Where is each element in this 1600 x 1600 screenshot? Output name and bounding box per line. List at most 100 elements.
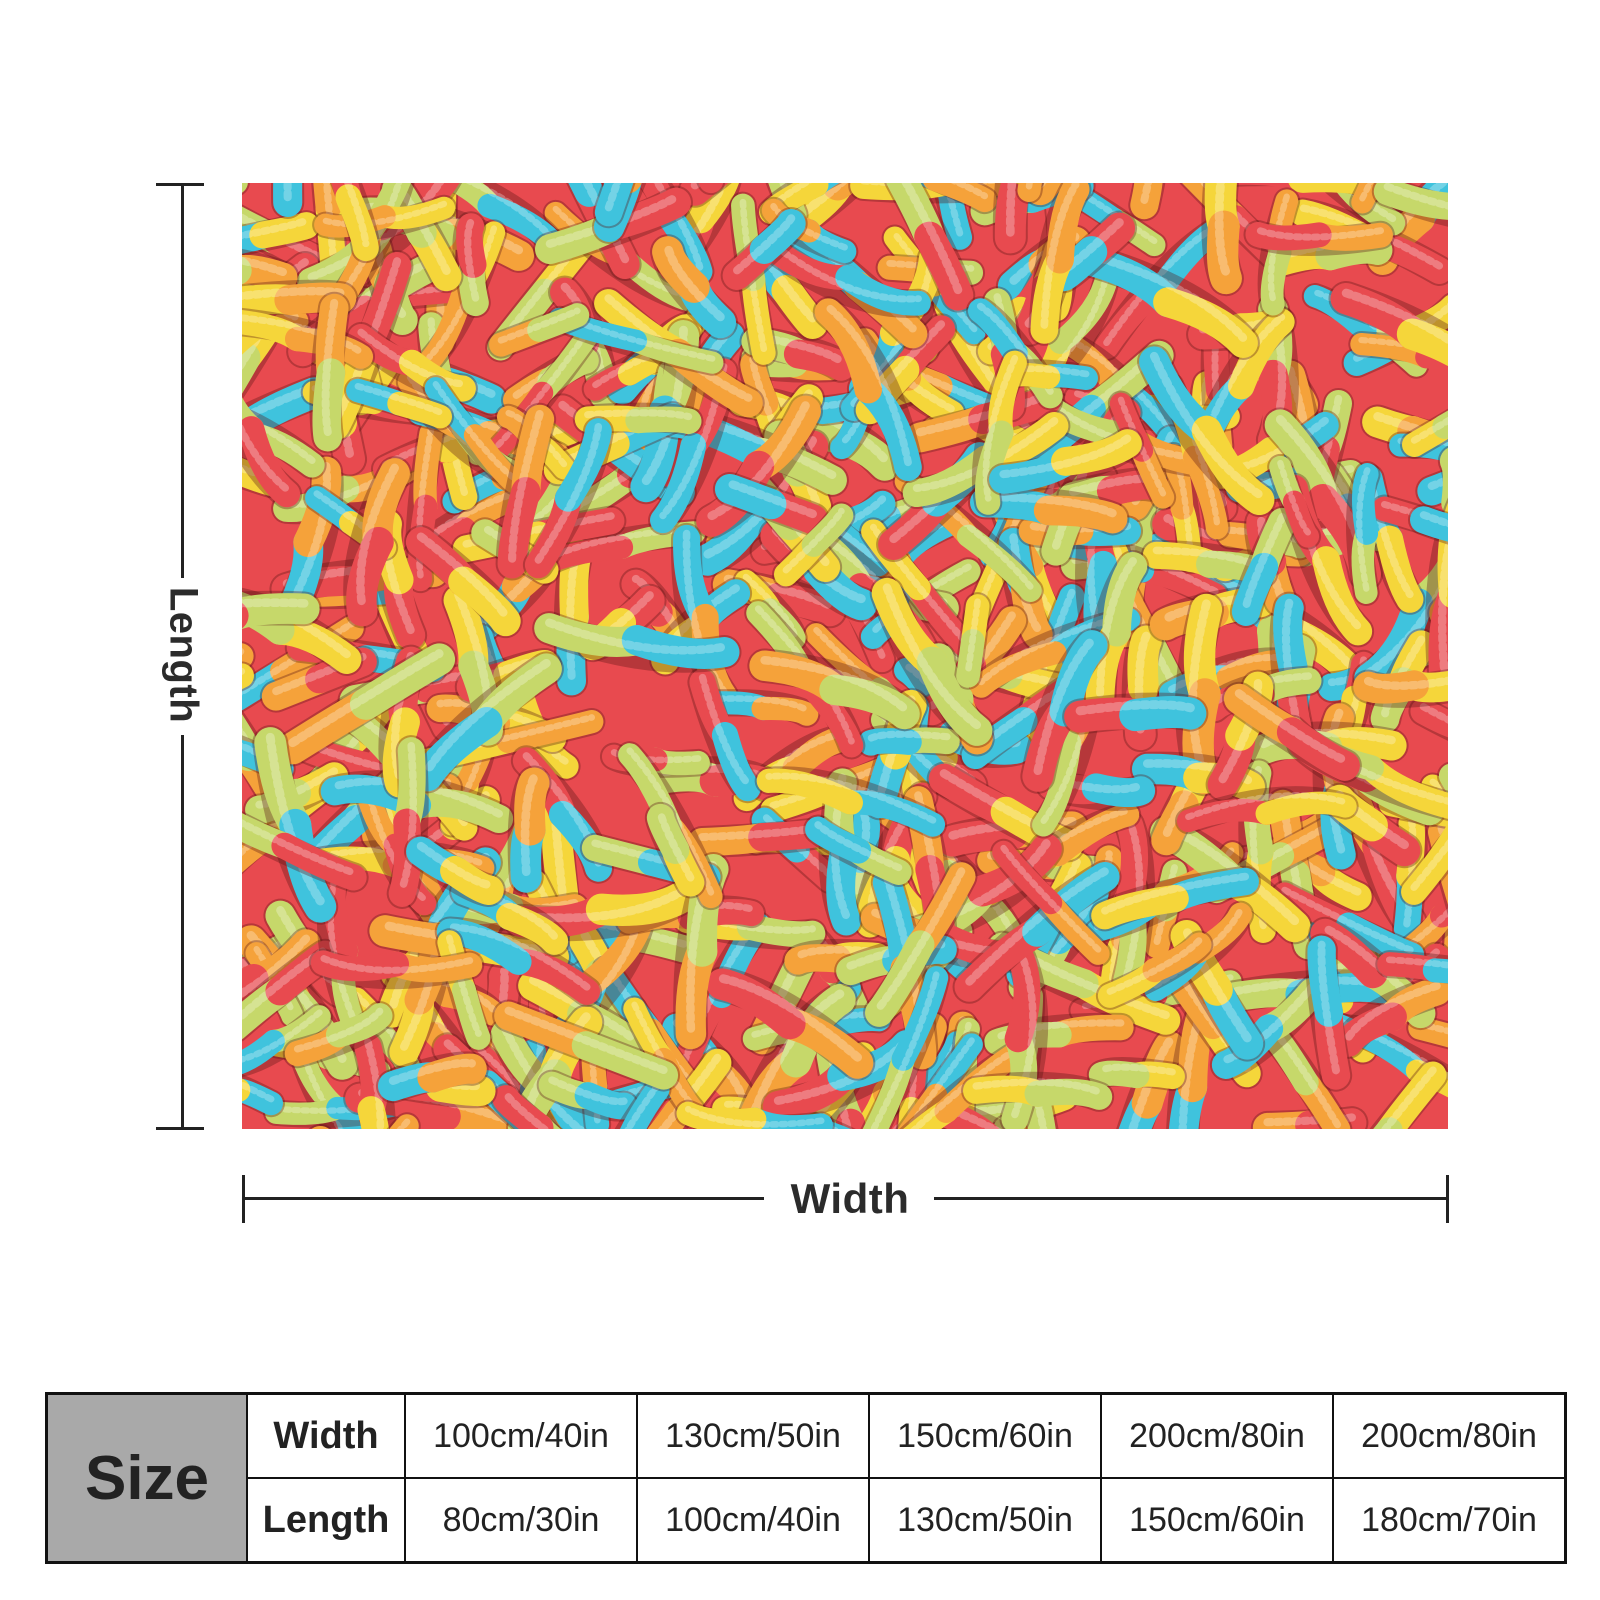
gummy-worm-segment [1091,884,1189,930]
worm-sugar-highlight [747,989,845,1123]
gummy-worm-segment [310,950,410,982]
worm-sugar-highlight [1410,839,1448,891]
worm-sugar-highlight [242,423,291,493]
gummy-worm-segment [1024,183,1066,206]
gummy-worm-segment [411,706,503,792]
worm-sugar-highlight [1123,816,1144,980]
worm-sugar-highlight [656,808,695,882]
worm-sugar-highlight [364,1038,385,1129]
gummy-worm-segment [417,1053,487,1093]
worm-sugar-highlight [432,381,518,482]
gummy-worm-segment [1153,287,1258,358]
worm-sugar-highlight [504,1006,668,1075]
worm-sugar-highlight [1185,792,1349,821]
worm-sugar-highlight [502,1090,551,1129]
length-bottom-cap [156,1127,204,1130]
worm-sugar-highlight [904,1037,975,1129]
gummy-worm-segment [923,183,997,213]
gummy-worm-segment [784,944,852,975]
worm-sugar-highlight [491,325,594,453]
worm-sugar-highlight [869,970,940,1129]
width-line-left [242,1197,764,1200]
worm-sugar-highlight [875,867,966,1012]
gummy-worm-segment [242,963,269,1011]
worm-sugar-highlight [534,422,603,564]
worm-sugar-highlight [1106,936,1203,995]
width-value-cell: 100cm/40in [404,1392,638,1479]
gummy-worm-segment [1081,773,1156,808]
worm-sugar-highlight [415,425,435,579]
gummy-worm-segment [382,707,420,798]
gummy-worm-segment [346,526,394,627]
worm-sugar-highlight [1005,183,1017,237]
gummy-worm-segment [1334,1002,1407,1057]
length-label: Length [161,586,206,724]
worm-sugar-highlight [682,529,728,696]
worm-sugar-highlight [1222,983,1316,1064]
gummy-worm-segment [1127,625,1162,704]
worm-sugar-highlight [1416,1020,1448,1035]
worm-sugar-highlight [423,658,551,775]
worm-sugar-highlight [733,214,796,275]
worm-sugar-highlight [545,618,729,655]
worm-sugar-highlight [663,241,725,322]
gummy-worm-segment [273,183,303,218]
gummy-worm-segment [714,473,787,520]
gummy-worm-segment [625,406,702,435]
gummy-worm-segment [1022,861,1120,947]
worm-sugar-highlight [965,867,1109,986]
worm-sugar-highlight [1359,183,1374,202]
worm-sugar-highlight [1088,251,1248,342]
gummy-worm-segment [736,913,826,948]
worm-sugar-highlight [497,307,581,344]
worm-sugar-highlight [1317,940,1340,1075]
worm-sugar-highlight [1419,511,1448,528]
gummy-worm-segment [956,629,985,688]
gummy-worm-segment [620,1077,670,1129]
worm-sugar-highlight [1385,956,1448,969]
worm-sugar-highlight [824,303,912,467]
worm-sugar-highlight [242,598,309,608]
gummy-worm-segment [956,524,1042,602]
gummy-worm-segment [686,183,740,234]
length-line-bottom [181,735,184,1129]
gummy-worm-segment [801,503,854,557]
size-chart-table: Size Width 100cm/40in 130cm/50in 150cm/6… [45,1392,1567,1564]
gummy-worm-segment [1408,1016,1448,1048]
worm-sugar-highlight [964,598,981,675]
worm-sugar-highlight [398,741,418,893]
gummy-worm-segment [751,696,819,726]
gummy-worm-segment [1310,918,1388,989]
width-value-cell: 130cm/50in [636,1392,870,1479]
worm-sugar-highlight [465,183,558,244]
gummy-worm-segment [335,184,379,262]
width-line-right [934,1197,1448,1200]
gummy-worm-segment [1032,731,1082,837]
worm-sugar-highlight [943,183,964,237]
worm-sugar-highlight [1401,907,1448,953]
gummy-worm-segment [771,274,828,340]
gummy-worm-segment [1417,469,1448,506]
gummy-worm-segment [711,722,761,802]
width-value-cell: 150cm/60in [868,1392,1102,1479]
worm-sugar-highlight [242,314,365,356]
gummy-worm-segment [1033,495,1128,534]
worm-sugar-highlight [548,1076,628,1106]
size-header-cell: Size [45,1392,248,1564]
worm-sugar-highlight [1437,531,1448,681]
worm-sugar-highlight [356,463,399,610]
gummy-worm-segment [647,1099,691,1129]
worm-sugar-highlight [972,1078,1103,1096]
gummy-worm-segment [826,837,861,936]
gummy-worm-segment [865,930,935,1027]
gummy-worm-segment [1401,822,1448,905]
gummy-worm-segment [827,521,891,577]
worm-sugar-highlight [717,974,863,1062]
worm-sugar-highlight [793,183,848,221]
width-value-cell: 200cm/80in [1100,1392,1334,1479]
gummy-worm-segment [1142,932,1212,983]
worm-sugar-highlight [1040,183,1080,329]
worm-sugar-highlight [242,413,316,464]
gummy-worm-segment [242,1029,285,1075]
worm-sugar-highlight [445,934,482,1037]
